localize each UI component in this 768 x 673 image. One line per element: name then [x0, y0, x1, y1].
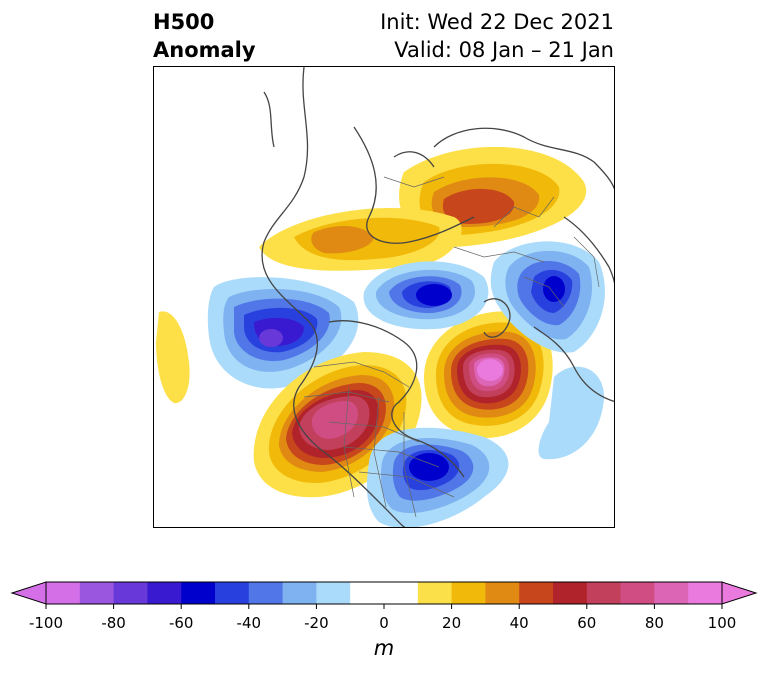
colorbar: [10, 581, 758, 609]
colorbar-tick-label: 80: [644, 614, 664, 632]
trough-arctic: [363, 261, 489, 330]
colorbar-cell: [485, 582, 520, 604]
colorbar-cell: [688, 582, 723, 604]
colorbar-cell: [46, 582, 81, 604]
colorbar-cell: [417, 582, 453, 604]
colorbar-tick-label: -100: [28, 614, 64, 632]
anomaly-map: [156, 67, 614, 527]
colorbar-extend-high: [721, 581, 758, 605]
title-line-1: H500: [153, 10, 215, 34]
colorbar-tick-label: 60: [577, 614, 597, 632]
colorbar-tick-label: 0: [379, 614, 389, 632]
colorbar-cell: [79, 582, 115, 604]
trough-east-asia: [538, 366, 604, 460]
colorbar-tick-label: -80: [101, 614, 126, 632]
colorbar-cell: [451, 582, 486, 604]
colorbar-cell: [620, 582, 655, 604]
colorbar-cell: [113, 582, 148, 604]
chart-title: H500 Anomaly: [153, 8, 256, 64]
colorbar-cell: [350, 582, 385, 604]
colorbar-cell: [147, 582, 182, 604]
colorbar-cell: [316, 582, 351, 604]
init-date: Init: Wed 22 Dec 2021: [380, 10, 614, 34]
ridge-arctic-band: [259, 208, 462, 271]
colorbar-cell: [553, 582, 588, 604]
colorbar-tick-label: -60: [168, 614, 194, 632]
valid-range: Valid: 08 Jan – 21 Jan: [394, 38, 614, 62]
colorbar-cell: [248, 582, 284, 604]
colorbar-tick-label: 40: [509, 614, 529, 632]
borders: [303, 176, 600, 518]
trough-alaska: [207, 277, 359, 389]
map-panel: [153, 66, 615, 528]
date-info: Init: Wed 22 Dec 2021 Valid: 08 Jan – 21…: [380, 8, 614, 64]
colorbar-tick-label: 100: [707, 614, 737, 632]
colorbar-cell: [282, 582, 317, 604]
colorbar-cell: [384, 582, 419, 604]
colorbar-unit-label: m: [373, 636, 395, 660]
colorbar-cell: [654, 582, 689, 604]
ridge-west-pacific: [156, 311, 190, 404]
trough-eastern-us: [366, 427, 509, 527]
colorbar-cell: [215, 582, 250, 604]
colorbar-cell: [519, 582, 554, 604]
colorbar-tick-label: 20: [442, 614, 462, 632]
title-line-2: Anomaly: [153, 38, 256, 62]
colorbar-tick-label: -20: [304, 614, 329, 632]
coastlines: [261, 67, 614, 527]
colorbar-extend-low: [10, 581, 47, 605]
colorbar-tick-label: -40: [236, 614, 262, 632]
colorbar-cell: [181, 582, 216, 604]
ridge-greenland: [424, 311, 553, 438]
colorbar-cell: [586, 582, 622, 604]
trough-europe: [490, 241, 605, 353]
